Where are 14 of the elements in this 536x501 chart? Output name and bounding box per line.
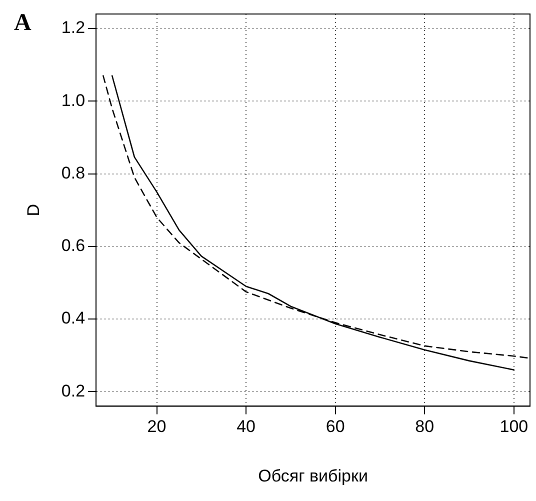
y-tick-label: 0.4 <box>61 308 86 328</box>
x-tick-label: 40 <box>236 417 256 436</box>
y-tick-label: 1.0 <box>61 90 86 110</box>
x-tick-label: 100 <box>500 417 528 436</box>
y-tick-label: 0.2 <box>61 381 86 400</box>
x-tick-label: 60 <box>326 417 345 436</box>
x-axis-title: Обсяг вибірки <box>258 466 368 486</box>
y-tick-label: 0.8 <box>61 163 86 182</box>
y-tick-label: 0.6 <box>61 236 86 256</box>
chart-title: A <box>14 10 32 37</box>
y-axis-title: D <box>24 204 43 216</box>
x-tick-label: 20 <box>147 417 166 436</box>
x-tick-label: 80 <box>415 417 434 436</box>
y-tick-label: 1.2 <box>61 18 86 38</box>
